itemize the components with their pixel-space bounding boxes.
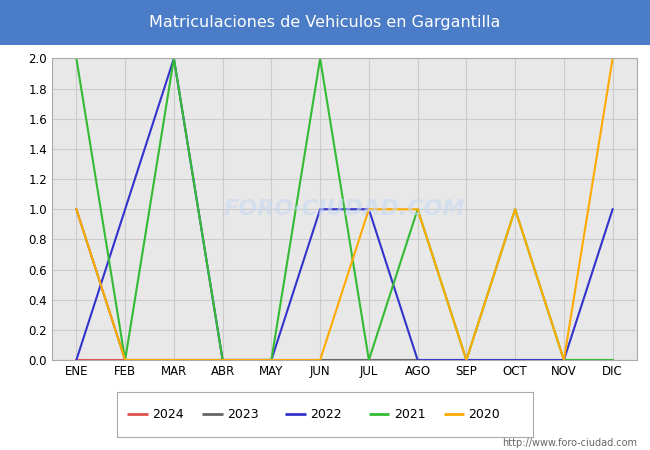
- Text: Matriculaciones de Vehiculos en Gargantilla: Matriculaciones de Vehiculos en Garganti…: [150, 15, 500, 30]
- Text: http://www.foro-ciudad.com: http://www.foro-ciudad.com: [502, 438, 637, 448]
- Text: 2021: 2021: [394, 408, 425, 420]
- Text: 2022: 2022: [311, 408, 342, 420]
- Text: 2020: 2020: [469, 408, 500, 420]
- Text: 2024: 2024: [152, 408, 184, 420]
- Text: 2023: 2023: [227, 408, 259, 420]
- Text: FORO·CIUDAD.COM: FORO·CIUDAD.COM: [224, 199, 465, 219]
